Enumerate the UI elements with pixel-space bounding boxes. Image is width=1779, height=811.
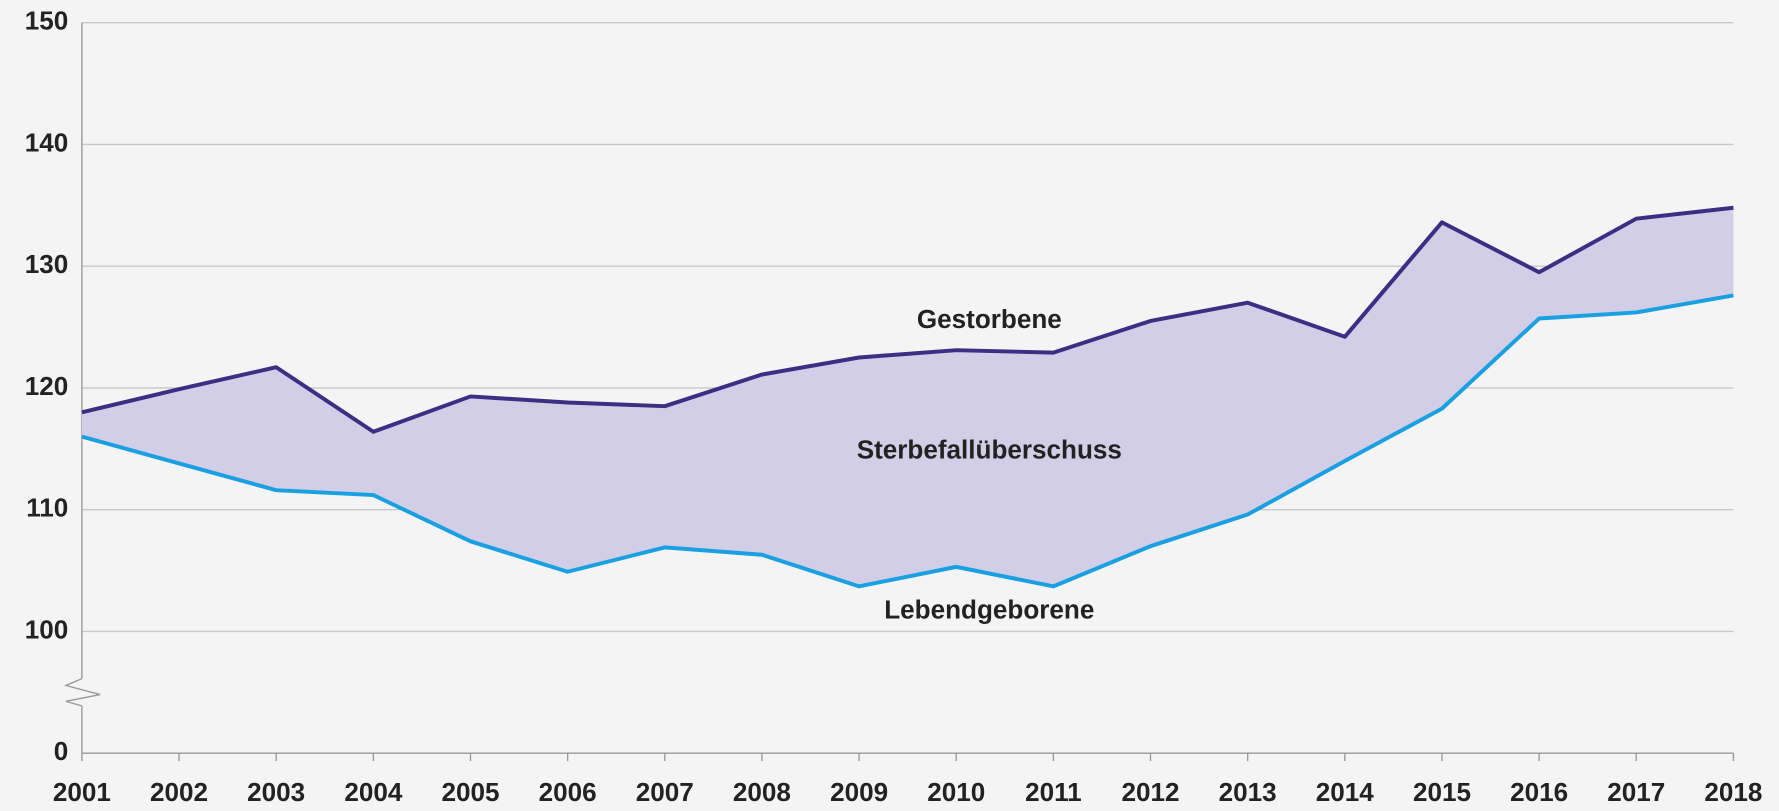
line xyxy=(81,293,1734,589)
x-tick-label: 2017 xyxy=(1607,777,1665,807)
series-label: Lebendgeborene xyxy=(884,594,1094,624)
x-tick-label: 2018 xyxy=(1704,777,1762,807)
x-tick-label: 2003 xyxy=(247,777,305,807)
y-tick-label: 150 xyxy=(25,6,69,36)
y-tick-label: 100 xyxy=(25,614,69,644)
annotation: Sterbefallüberschuss xyxy=(857,434,1122,464)
x-tick-label: 2011 xyxy=(1025,777,1082,807)
x-tick-label: 2010 xyxy=(927,777,985,807)
x-tick-label: 2004 xyxy=(344,777,403,807)
x-tick-label: 2012 xyxy=(1122,777,1180,807)
x-tick-label: 2015 xyxy=(1413,777,1471,807)
x-tick-label: 2009 xyxy=(830,777,888,807)
series-label: Gestorbene xyxy=(917,304,1062,334)
y-tick-label: 0 xyxy=(54,736,69,766)
y-tick-label: 130 xyxy=(25,249,69,279)
difference-area xyxy=(81,207,1734,587)
x-tick-label: 2006 xyxy=(539,777,597,807)
y-tick-label: 120 xyxy=(25,371,69,401)
x-tick-label: 2002 xyxy=(150,777,208,807)
y-tick-label: 140 xyxy=(25,127,69,157)
x-tick-label: 2005 xyxy=(441,777,499,807)
x-tick-label: 2007 xyxy=(636,777,694,807)
y-tick-label: 110 xyxy=(26,493,68,523)
axis-break xyxy=(63,678,101,707)
line xyxy=(81,205,1734,434)
x-tick-label: 2008 xyxy=(733,777,791,807)
x-tick-label: 2001 xyxy=(53,777,111,807)
x-tick-label: 2016 xyxy=(1510,777,1568,807)
x-tick-label: 2014 xyxy=(1316,777,1375,807)
x-tick-label: 2013 xyxy=(1219,777,1277,807)
